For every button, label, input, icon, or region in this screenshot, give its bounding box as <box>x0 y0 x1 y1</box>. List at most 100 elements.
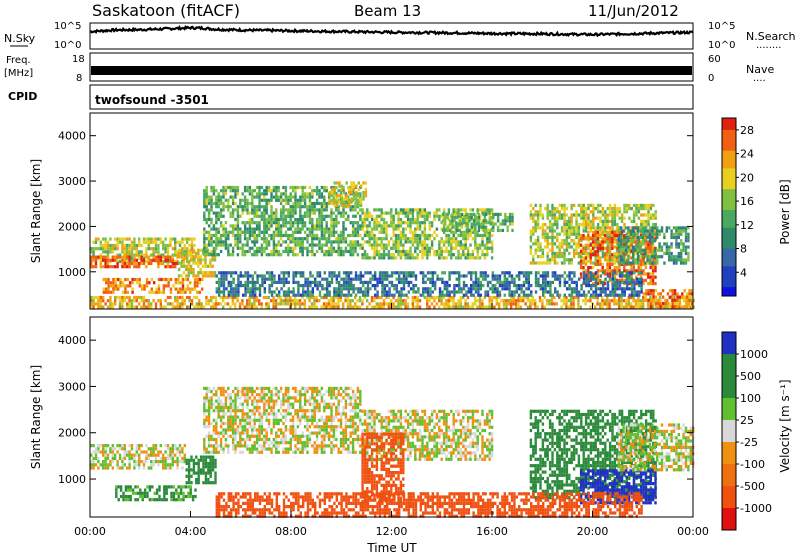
power-cell-10 <box>677 235 680 240</box>
power-cell-8 <box>604 229 607 233</box>
power-cell-11 <box>294 302 297 306</box>
power-cell-12 <box>402 287 406 291</box>
power-cell-4 <box>210 205 213 209</box>
power-cell-6 <box>433 217 436 222</box>
power-cell-8 <box>546 235 549 239</box>
power-cell-10 <box>641 235 644 240</box>
power-cell-2 <box>193 281 197 285</box>
power-cell-6 <box>421 230 424 234</box>
power-cell-11 <box>277 302 280 306</box>
power-cell-9 <box>647 246 650 250</box>
power-cell-10 <box>639 245 642 249</box>
power-cell-12 <box>458 284 461 288</box>
power-cell-6 <box>469 243 472 247</box>
power-cell-6 <box>363 214 367 218</box>
power-cell-12 <box>398 280 401 284</box>
power-cell-8 <box>532 261 535 265</box>
power-cell-4 <box>320 192 324 196</box>
power-cell-10 <box>646 235 649 240</box>
power-cell-0 <box>171 247 174 251</box>
power-cell-4 <box>248 189 252 193</box>
power-cell-12 <box>225 271 228 275</box>
power-cell-6 <box>380 211 383 215</box>
power-cell-4 <box>212 185 216 190</box>
power-cell-12 <box>318 293 322 297</box>
power-cell-11 <box>298 305 302 309</box>
power-cell-9 <box>625 259 628 263</box>
power-cell-9 <box>603 246 607 250</box>
power-cell-12 <box>482 274 485 278</box>
power-cell-3 <box>180 274 183 278</box>
power-cell-4 <box>236 189 240 193</box>
power-cell-10 <box>639 229 642 233</box>
power-cell-8 <box>548 213 552 217</box>
power-cell-12 <box>441 271 444 275</box>
power-cell-12 <box>388 280 391 284</box>
power-cell-4 <box>210 233 213 238</box>
power-cell-12 <box>335 280 338 284</box>
power-cell-8 <box>558 216 561 220</box>
power-cell-5 <box>333 187 336 191</box>
power-cell-2 <box>186 277 189 282</box>
power-cell-11 <box>344 299 347 303</box>
power-cell-7 <box>456 228 459 232</box>
power-cell-3 <box>197 255 200 259</box>
power-cell-2 <box>177 281 180 285</box>
power-cell-8 <box>558 255 561 259</box>
power-cell-4 <box>275 246 278 250</box>
power-cell-9 <box>579 275 583 279</box>
power-cell-6 <box>488 208 491 212</box>
power-cell-4 <box>311 240 314 244</box>
power-cell-2 <box>112 281 115 285</box>
power-cell-11 <box>490 299 494 303</box>
power-cell-12 <box>350 271 353 275</box>
power-cell-2 <box>160 277 163 282</box>
power-cell-11 <box>548 299 551 303</box>
power-cell-6 <box>361 208 364 212</box>
power-cell-12 <box>520 284 523 288</box>
power-cell-12 <box>498 293 502 297</box>
noise-left-tick-top: 10^5 <box>54 21 81 32</box>
power-cell-11 <box>526 295 530 300</box>
power-cell-12 <box>534 277 538 281</box>
power-cell-4 <box>339 246 343 250</box>
power-cell-9 <box>642 262 645 266</box>
power-cell-8 <box>529 210 533 214</box>
power-cell-2 <box>129 284 132 288</box>
power-cell-12 <box>234 290 238 294</box>
power-cell-12 <box>398 274 401 278</box>
power-cell-12 <box>316 271 319 275</box>
power-cell-11 <box>315 305 318 309</box>
power-cell-6 <box>486 233 489 238</box>
power-cell-8 <box>575 245 578 249</box>
power-cell-9 <box>584 269 588 273</box>
power-cell-8 <box>532 207 535 211</box>
power-cell-0 <box>118 240 122 244</box>
power-cell-12 <box>383 290 386 294</box>
power-cell-10 <box>627 248 630 252</box>
power-cell-4 <box>311 233 314 238</box>
power-cell-12 <box>534 274 538 278</box>
power-cell-12 <box>309 280 312 284</box>
power-cell-12 <box>230 280 233 284</box>
power-cell-11 <box>531 302 534 306</box>
power-cell-8 <box>548 219 552 223</box>
power-cell-0 <box>138 240 141 244</box>
power-cell-5 <box>338 184 341 188</box>
power-cell-4 <box>349 208 352 212</box>
power-cell-6 <box>375 224 379 228</box>
power-cell-12 <box>311 280 314 284</box>
power-cell-4 <box>258 214 261 218</box>
power-cell-6 <box>423 230 427 234</box>
power-cell-12 <box>222 293 226 297</box>
power-cell-8 <box>577 245 581 249</box>
power-cell-12 <box>534 284 538 288</box>
power-cell-12 <box>448 271 451 275</box>
power-cell-10 <box>680 232 683 236</box>
power-cell-4 <box>203 214 206 218</box>
power-cell-8 <box>572 242 576 246</box>
power-cell-11 <box>606 299 609 303</box>
power-cell-3 <box>192 267 195 272</box>
power-cell-11 <box>282 302 285 306</box>
power-cell-12 <box>316 280 319 284</box>
